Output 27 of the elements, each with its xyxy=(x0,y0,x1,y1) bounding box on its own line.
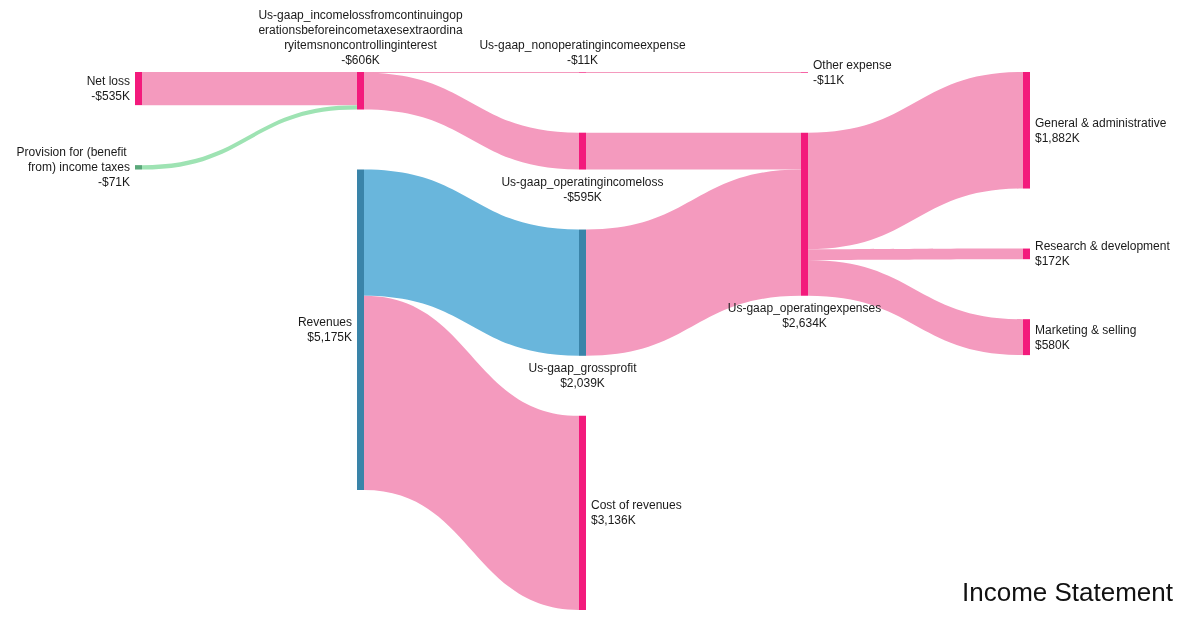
data-label: -$606K xyxy=(341,52,380,67)
data-label: $1,882K xyxy=(1035,130,1080,145)
category-label: General & administrative xyxy=(1035,115,1167,130)
category-label: Marketing & selling xyxy=(1035,322,1137,337)
category-label: Provision for (benefit from) income taxes xyxy=(16,145,130,175)
category-label: Research & development xyxy=(1035,239,1171,254)
data-label: -$71K xyxy=(97,175,130,190)
category-label: Us-gaap_grossprofit xyxy=(528,361,638,376)
category-label: Cost of revenues xyxy=(591,498,682,513)
data-label: $3,136K xyxy=(591,513,636,528)
category-label: Revenues xyxy=(297,315,352,330)
data-label: -$11K xyxy=(566,52,599,67)
data-label: $5,175K xyxy=(307,330,352,345)
data-label: $2,634K xyxy=(782,316,827,331)
data-label: -$11K xyxy=(813,72,845,87)
data-label: $580K xyxy=(1035,337,1070,352)
category-label: Us-gaap_nonoperatingincomeexpense xyxy=(479,37,686,52)
data-label: $172K xyxy=(1035,254,1070,269)
category-label: Us-gaap_operatingincomeloss xyxy=(501,175,664,190)
data-label: $2,039K xyxy=(560,376,605,391)
data-label: -$535K xyxy=(91,89,130,104)
category-label: Net loss xyxy=(86,74,130,89)
category-label: Other expense xyxy=(813,57,893,72)
category-label: Us-gaap_operatingexpenses xyxy=(727,301,882,316)
category-label: Us-gaap_incomelossfromcontinuingoperationsbeforeincometaxesextraordinaryitemsnoncontrollinginterest xyxy=(258,7,463,52)
text: Income Statement xyxy=(962,577,1174,607)
data-label: -$595K xyxy=(563,190,602,205)
